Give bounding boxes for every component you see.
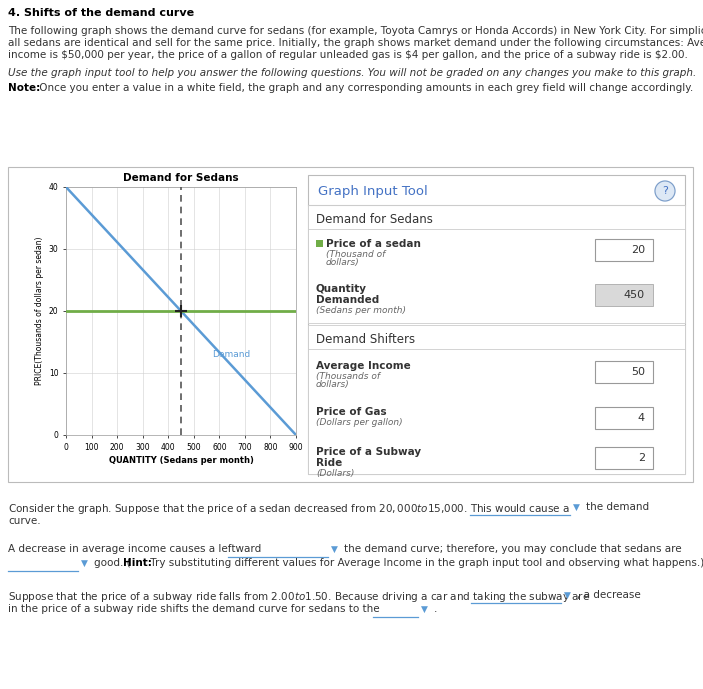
Text: (Thousands of: (Thousands of <box>316 372 380 381</box>
Text: (Sedans per month): (Sedans per month) <box>316 306 406 315</box>
X-axis label: QUANTITY (Sedans per month): QUANTITY (Sedans per month) <box>108 456 254 465</box>
Text: 4: 4 <box>638 413 645 423</box>
Text: Demand for Sedans: Demand for Sedans <box>316 213 433 226</box>
Text: income is $50,000 per year, the price of a gallon of regular unleaded gas is $4 : income is $50,000 per year, the price of… <box>8 50 688 60</box>
Text: Ride: Ride <box>316 458 342 468</box>
Bar <box>308 325 685 474</box>
Text: all sedans are identical and sell for the same price. Initially, the graph shows: all sedans are identical and sell for th… <box>8 38 703 48</box>
Text: 50: 50 <box>631 367 645 377</box>
Bar <box>595 407 653 429</box>
Text: curve.: curve. <box>8 516 41 526</box>
Text: Demand: Demand <box>212 350 250 359</box>
Bar <box>595 239 653 261</box>
Bar <box>8 167 693 482</box>
Text: Quantity: Quantity <box>316 284 367 294</box>
Bar <box>595 447 653 469</box>
Text: (Dollars): (Dollars) <box>316 469 354 478</box>
Circle shape <box>655 181 675 201</box>
Title: Demand for Sedans: Demand for Sedans <box>123 174 239 183</box>
Text: (Thousand of: (Thousand of <box>326 250 385 259</box>
Text: Consider the graph. Suppose that the price of a sedan decreased from $20,000 to : Consider the graph. Suppose that the pri… <box>8 502 570 516</box>
Text: the demand: the demand <box>586 502 649 512</box>
Text: ▼: ▼ <box>331 545 338 554</box>
Bar <box>316 240 323 247</box>
Text: Demand Shifters: Demand Shifters <box>316 333 415 346</box>
Text: good. (: good. ( <box>94 558 131 568</box>
Text: 2: 2 <box>638 453 645 463</box>
Text: Hint:: Hint: <box>123 558 152 568</box>
Text: Price of Gas: Price of Gas <box>316 407 387 417</box>
Text: , a decrease: , a decrease <box>577 590 640 600</box>
Text: Suppose that the price of a subway ride falls from $2.00 to $1.50. Because drivi: Suppose that the price of a subway ride … <box>8 590 590 604</box>
Text: Try substituting different values for Average Income in the graph input tool and: Try substituting different values for Av… <box>147 558 703 568</box>
Text: ▼: ▼ <box>81 559 88 568</box>
Text: Average Income: Average Income <box>316 361 411 371</box>
Text: ▼: ▼ <box>421 605 428 614</box>
Text: 4. Shifts of the demand curve: 4. Shifts of the demand curve <box>8 8 194 18</box>
Text: dollars): dollars) <box>316 380 350 389</box>
Text: 20: 20 <box>631 245 645 255</box>
Text: ▼: ▼ <box>564 591 571 600</box>
Bar <box>595 361 653 383</box>
Text: Demanded: Demanded <box>316 295 379 305</box>
Text: in the price of a subway ride shifts the demand curve for sedans to the: in the price of a subway ride shifts the… <box>8 604 380 614</box>
Text: Note:: Note: <box>8 83 40 93</box>
Text: Once you enter a value in a white field, the graph and any corresponding amounts: Once you enter a value in a white field,… <box>36 83 693 93</box>
Text: A decrease in average income causes a leftward: A decrease in average income causes a le… <box>8 544 262 554</box>
Text: ?: ? <box>662 186 668 196</box>
Bar <box>308 205 685 323</box>
Text: Price of a sedan: Price of a sedan <box>326 239 421 249</box>
Text: Use the graph input tool to help you answer the following questions. You will no: Use the graph input tool to help you ans… <box>8 68 696 78</box>
Bar <box>595 284 653 306</box>
Text: 450: 450 <box>624 290 645 300</box>
Text: Price of a Subway: Price of a Subway <box>316 447 421 457</box>
Bar <box>308 175 685 474</box>
Text: (Dollars per gallon): (Dollars per gallon) <box>316 418 403 427</box>
Text: dollars): dollars) <box>326 258 360 267</box>
Text: The following graph shows the demand curve for sedans (for example, Toyota Camry: The following graph shows the demand cur… <box>8 26 703 36</box>
Text: the demand curve; therefore, you may conclude that sedans are: the demand curve; therefore, you may con… <box>344 544 682 554</box>
Y-axis label: PRICE(Thousands of dollars per sedan): PRICE(Thousands of dollars per sedan) <box>35 237 44 385</box>
Text: .: . <box>434 604 437 614</box>
Text: ▼: ▼ <box>573 503 580 512</box>
Text: Graph Input Tool: Graph Input Tool <box>318 185 427 198</box>
